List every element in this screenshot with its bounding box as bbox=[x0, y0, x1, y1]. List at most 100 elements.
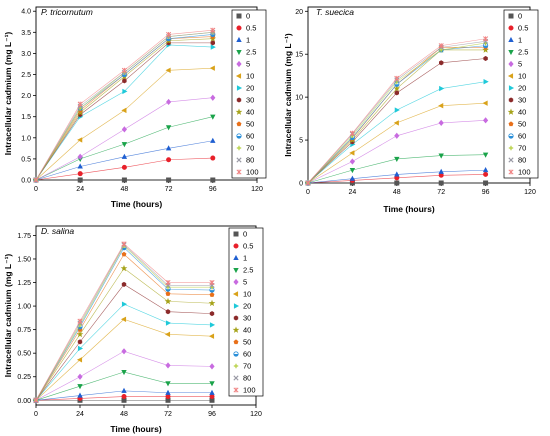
series-20 bbox=[33, 42, 216, 183]
data-point bbox=[483, 180, 489, 186]
legend-label: 10 bbox=[246, 72, 254, 81]
legend-marker-fill bbox=[508, 136, 514, 139]
legend-label: 80 bbox=[243, 374, 251, 383]
data-point bbox=[483, 36, 489, 42]
data-point bbox=[349, 168, 356, 174]
legend-marker bbox=[236, 85, 243, 91]
data-point bbox=[394, 180, 400, 186]
legend-label: 100 bbox=[243, 386, 256, 395]
data-point bbox=[393, 120, 399, 126]
data-point bbox=[165, 309, 171, 315]
data-point bbox=[33, 397, 39, 403]
legend-marker bbox=[235, 108, 243, 115]
legend-label: 100 bbox=[518, 168, 531, 177]
data-point bbox=[165, 381, 171, 387]
data-point bbox=[394, 171, 400, 177]
data-point bbox=[121, 142, 128, 148]
series-line bbox=[35, 267, 213, 401]
data-point bbox=[77, 318, 83, 324]
data-point bbox=[166, 157, 172, 163]
legend-label: 30 bbox=[243, 314, 251, 323]
y-tick-label: 1.75 bbox=[17, 233, 31, 240]
legend-label: 2.5 bbox=[246, 48, 256, 57]
legend-marker bbox=[233, 339, 239, 345]
x-tick-label: 24 bbox=[76, 186, 84, 193]
data-point bbox=[165, 125, 172, 131]
data-point-fill bbox=[394, 84, 399, 87]
x-tick-label: 120 bbox=[251, 186, 263, 193]
data-point bbox=[121, 348, 127, 355]
series-20 bbox=[33, 301, 216, 403]
legend-box bbox=[231, 9, 267, 179]
legend-marker-fill bbox=[236, 136, 242, 139]
legend-marker bbox=[236, 60, 242, 68]
data-point bbox=[210, 155, 216, 161]
data-point-fill bbox=[350, 137, 355, 140]
data-point bbox=[121, 177, 127, 183]
data-point bbox=[121, 251, 127, 257]
legend-marker bbox=[236, 97, 242, 103]
y-tick-label: 0.50 bbox=[17, 351, 31, 358]
series-30 bbox=[33, 281, 215, 403]
data-point bbox=[394, 75, 400, 81]
data-point bbox=[394, 90, 400, 96]
x-tick-label: 24 bbox=[76, 411, 84, 418]
data-point bbox=[121, 107, 127, 114]
legend-label: 50 bbox=[518, 120, 526, 129]
data-point bbox=[210, 40, 216, 46]
x-axis-label: Time (hours) bbox=[383, 204, 434, 214]
legend-label: 0 bbox=[243, 230, 247, 239]
legend-label: 5 bbox=[246, 60, 250, 69]
legend: 0 0.5 1 2.5 5 10 20 30 40 50 60 70 80 100 bbox=[231, 9, 267, 179]
x-tick-label: 24 bbox=[349, 189, 357, 196]
legend-label: 80 bbox=[246, 156, 254, 165]
data-point bbox=[483, 55, 488, 62]
data-point bbox=[77, 153, 83, 160]
data-point bbox=[208, 333, 215, 339]
data-point bbox=[165, 394, 171, 400]
x-tick-label: 0 bbox=[306, 189, 310, 196]
legend-marker bbox=[233, 254, 239, 261]
series-line bbox=[35, 116, 213, 181]
legend-marker bbox=[233, 267, 239, 274]
series-80 bbox=[33, 29, 216, 183]
legend-marker bbox=[236, 145, 242, 151]
data-point bbox=[210, 137, 216, 143]
panel-title: D. salina bbox=[41, 226, 74, 236]
legend: 0 0.5 1 2.5 5 10 20 30 40 50 60 70 80 100 bbox=[503, 9, 539, 179]
legend-label: 0 bbox=[246, 12, 250, 21]
series-0 bbox=[33, 177, 216, 183]
legend-marker bbox=[508, 133, 514, 139]
data-point bbox=[164, 331, 171, 338]
legend-marker bbox=[233, 375, 239, 381]
y-axis-label: Intracellular cadmium (mg L⁻¹) bbox=[3, 254, 13, 378]
legend-label: 40 bbox=[246, 108, 254, 117]
legend-label: 50 bbox=[243, 338, 251, 347]
y-axis-label: Intracellular cadmium (mg L⁻¹) bbox=[3, 32, 13, 156]
legend-label: 5 bbox=[243, 278, 247, 287]
legend-label: 50 bbox=[246, 120, 254, 129]
series-2.5 bbox=[33, 369, 215, 404]
x-tick-label: 72 bbox=[165, 186, 173, 193]
legend-marker bbox=[236, 49, 242, 56]
legend-marker bbox=[233, 243, 239, 249]
y-tick-label: 1.50 bbox=[17, 256, 31, 263]
legend-label: 60 bbox=[246, 132, 254, 141]
y-tick-label: 1.00 bbox=[17, 304, 31, 311]
legend-label: 70 bbox=[246, 144, 254, 153]
data-point bbox=[209, 292, 215, 297]
data-point bbox=[76, 357, 83, 363]
legend-label: 30 bbox=[246, 96, 254, 105]
legend-label: 20 bbox=[246, 84, 254, 93]
series-line bbox=[35, 44, 213, 181]
legend-marker bbox=[508, 36, 514, 43]
series-line bbox=[307, 47, 486, 184]
legend-label: 70 bbox=[518, 144, 526, 153]
data-point bbox=[165, 279, 171, 286]
data-point bbox=[438, 119, 444, 127]
series-60 bbox=[33, 31, 216, 183]
series-100 bbox=[33, 27, 216, 183]
data-point bbox=[394, 156, 400, 163]
legend-marker bbox=[236, 13, 242, 19]
